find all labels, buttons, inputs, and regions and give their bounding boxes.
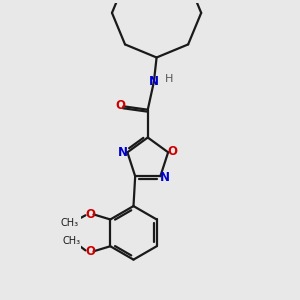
Text: O: O [85, 208, 95, 221]
Text: O: O [115, 99, 125, 112]
Text: H: H [165, 74, 173, 84]
Text: CH₃: CH₃ [61, 218, 79, 228]
Text: N: N [118, 146, 128, 159]
Text: O: O [85, 245, 95, 258]
Text: O: O [167, 145, 177, 158]
Text: N: N [149, 75, 159, 88]
Text: N: N [160, 171, 170, 184]
Text: CH₃: CH₃ [62, 236, 80, 246]
